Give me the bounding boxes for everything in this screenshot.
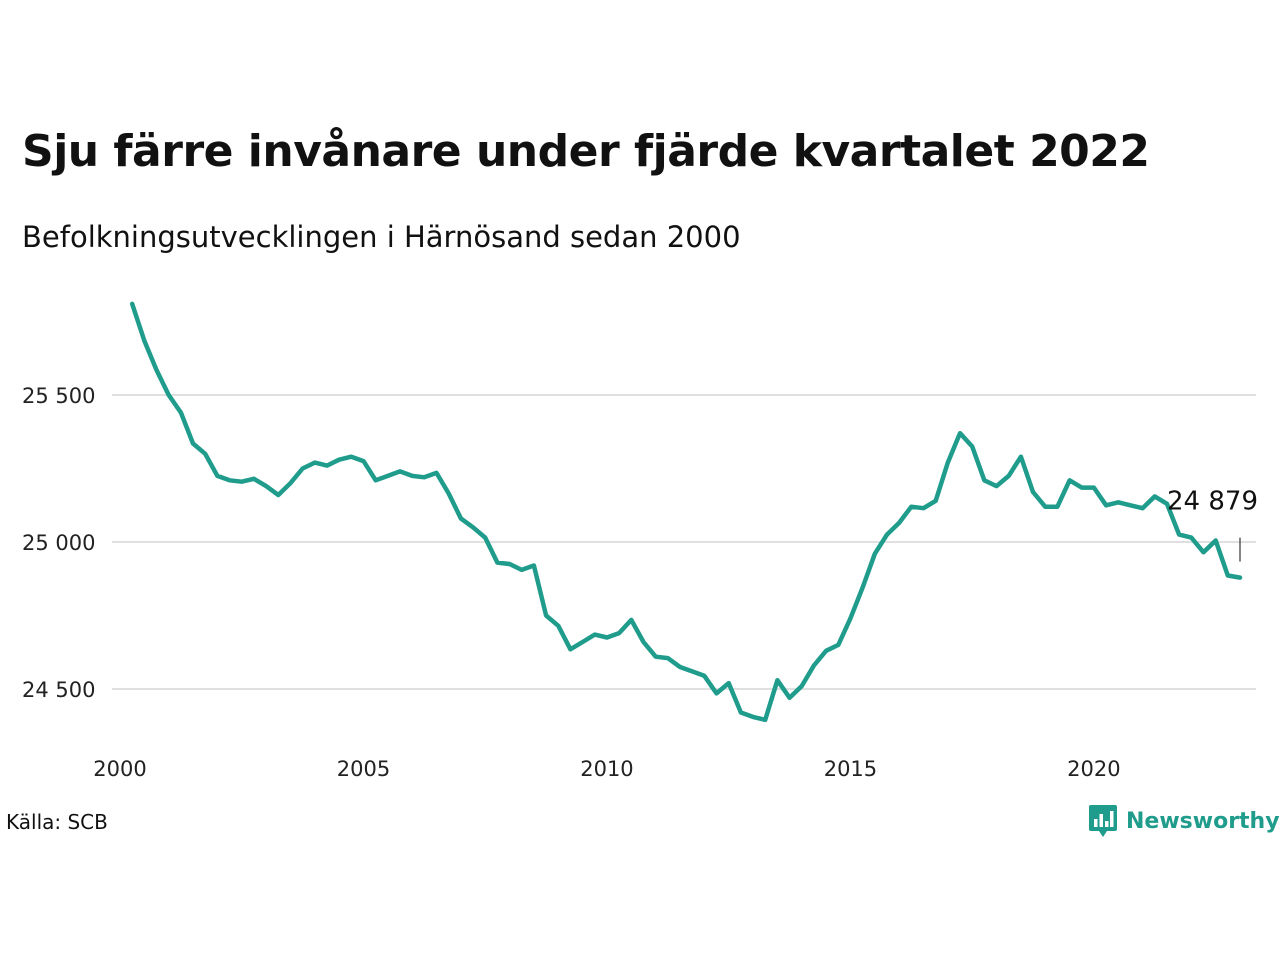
x-axis-ticks: 2000 2005 2010 2015 2020: [93, 757, 1120, 781]
y-tick-label: 24 500: [22, 678, 95, 702]
x-tick-label: 2005: [337, 757, 390, 781]
annotation-layer: 24 879: [1167, 487, 1258, 562]
x-tick-label: 2020: [1067, 757, 1120, 781]
x-tick-label: 2015: [824, 757, 877, 781]
brand-name: Newsworthy: [1126, 808, 1280, 834]
x-tick-label: 2010: [580, 757, 633, 781]
brand-logo[interactable]: Newsworthy: [1088, 803, 1280, 839]
y-tick-label: 25 500: [22, 384, 95, 408]
source-note: Källa: SCB: [6, 810, 108, 834]
bar-chart-speech-bubble-icon: [1089, 805, 1117, 837]
chart-subtitle: Befolkningsutvecklingen i Härnösand seda…: [22, 220, 741, 254]
y-tick-label: 25 000: [22, 531, 95, 555]
chart-title: Sju färre invånare under fjärde kvartale…: [22, 126, 1150, 177]
series-layer: [129, 301, 1243, 723]
series-line: [129, 301, 1243, 723]
x-tick-label: 2000: [93, 757, 146, 781]
annotation-label: 24 879: [1167, 487, 1258, 517]
y-axis-ticks: 24 500 25 000 25 500: [22, 384, 95, 702]
grid-lines: [112, 394, 1256, 690]
